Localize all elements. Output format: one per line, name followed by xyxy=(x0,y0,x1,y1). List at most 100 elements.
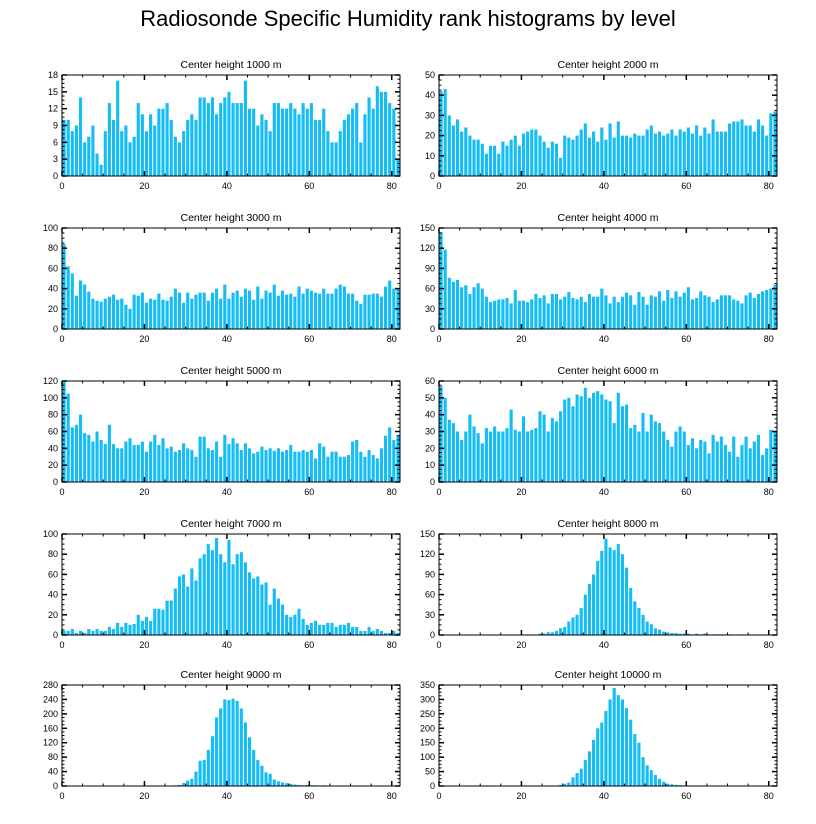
bar xyxy=(608,401,612,482)
bar xyxy=(616,695,620,786)
bar xyxy=(70,628,74,635)
bar xyxy=(231,698,235,786)
bar xyxy=(460,439,464,482)
bar xyxy=(276,781,280,786)
x-tick-label: 20 xyxy=(516,181,526,191)
bar xyxy=(546,147,550,176)
bar xyxy=(513,429,517,482)
bar xyxy=(538,411,542,482)
bar xyxy=(334,288,338,329)
bar xyxy=(695,633,699,635)
x-tick-label: 60 xyxy=(304,791,314,801)
bar xyxy=(608,547,612,635)
bar xyxy=(728,295,732,329)
bar xyxy=(285,108,289,176)
chart-panel: Center height 2000 m 0 20 40 60 80 0 10 20 30 40 50 xyxy=(425,59,778,191)
bar xyxy=(542,141,546,176)
bar xyxy=(736,121,740,176)
y-tick-label: 40 xyxy=(48,443,58,453)
bar xyxy=(526,302,530,329)
bar xyxy=(346,293,351,329)
bar xyxy=(517,431,521,482)
y-tick-label: 9 xyxy=(53,121,58,131)
bar xyxy=(542,633,546,635)
x-tick-label: 60 xyxy=(304,181,314,191)
bar xyxy=(509,139,513,176)
bar xyxy=(447,115,451,176)
bar xyxy=(252,453,256,482)
y-tick-label: 100 xyxy=(43,529,58,539)
bar xyxy=(464,431,468,482)
bar xyxy=(629,137,633,176)
bar xyxy=(111,294,116,329)
bar xyxy=(559,157,563,176)
y-tick-label: 40 xyxy=(48,590,58,600)
bar xyxy=(703,633,707,635)
bar xyxy=(120,626,124,635)
bar xyxy=(351,441,355,482)
bar xyxy=(326,293,330,329)
bar xyxy=(264,119,268,176)
bar xyxy=(559,628,563,635)
bar xyxy=(468,293,472,329)
bar xyxy=(305,784,309,786)
bar xyxy=(313,292,318,329)
bar xyxy=(674,784,678,786)
bar xyxy=(608,123,612,176)
bar xyxy=(521,133,526,176)
bar xyxy=(690,299,695,329)
bar xyxy=(223,97,227,176)
chart-panel: Center height 4000 m 0 20 40 60 80 0 30 60 90 120 1… xyxy=(420,212,778,344)
bar xyxy=(215,717,219,786)
bar xyxy=(280,604,285,635)
bar xyxy=(83,284,87,329)
bar xyxy=(439,386,443,482)
bar xyxy=(616,302,620,329)
bar xyxy=(719,131,723,176)
bar xyxy=(231,438,235,482)
y-tick-label: 30 xyxy=(425,304,435,314)
bar xyxy=(140,620,144,635)
bar xyxy=(624,135,629,176)
bar xyxy=(260,114,264,176)
bar xyxy=(546,303,550,329)
bar xyxy=(322,288,326,329)
bar xyxy=(124,304,128,329)
bar xyxy=(99,630,103,635)
y-tick-label: 0 xyxy=(53,324,58,334)
y-tick-label: 280 xyxy=(43,680,58,690)
bar xyxy=(252,578,256,635)
bar xyxy=(530,429,534,482)
y-tick-label: 0 xyxy=(53,477,58,487)
bar xyxy=(637,608,641,635)
y-tick-label: 120 xyxy=(420,243,435,253)
bar xyxy=(297,451,301,482)
x-tick-label: 0 xyxy=(59,334,64,344)
bar xyxy=(70,273,74,329)
bar xyxy=(111,628,116,635)
x-tick-label: 20 xyxy=(516,334,526,344)
bar xyxy=(264,582,268,635)
bar xyxy=(363,294,367,329)
bar xyxy=(690,133,695,176)
bar xyxy=(546,431,550,482)
bar xyxy=(686,287,690,329)
bar xyxy=(666,133,670,176)
bar xyxy=(87,434,91,482)
bar xyxy=(239,708,243,786)
y-tick-label: 60 xyxy=(425,376,435,386)
bar xyxy=(128,438,132,482)
bar xyxy=(682,431,686,482)
bar xyxy=(177,142,182,176)
y-tick-label: 350 xyxy=(420,680,435,690)
bar xyxy=(392,439,396,482)
bar xyxy=(699,439,703,482)
bar xyxy=(161,438,165,482)
bar xyxy=(78,280,83,329)
bar xyxy=(682,633,686,635)
bar xyxy=(468,135,472,176)
bar xyxy=(293,451,297,482)
bar xyxy=(136,614,140,635)
bar xyxy=(206,448,210,482)
bar xyxy=(62,119,66,176)
